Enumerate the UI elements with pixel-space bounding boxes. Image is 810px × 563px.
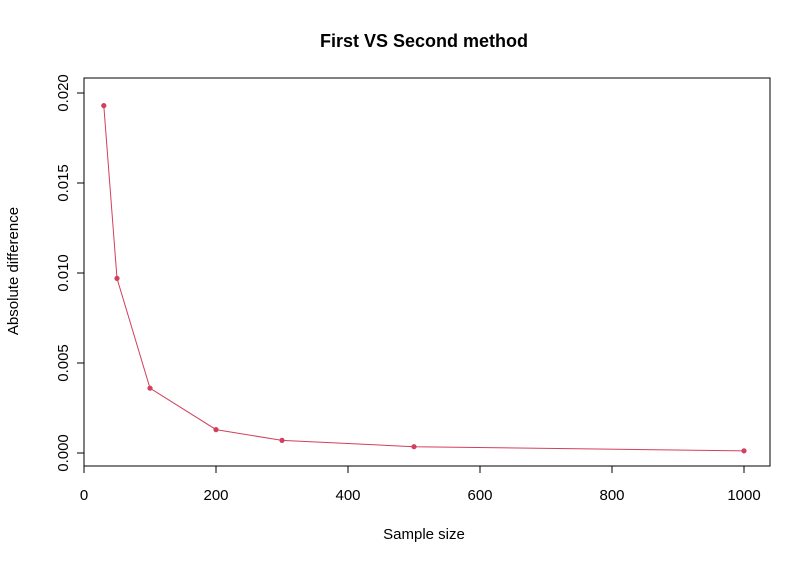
x-tick-label: 0 [80, 487, 88, 504]
y-tick-label: 0.000 [55, 434, 72, 472]
x-axis-label: Sample size [383, 526, 465, 543]
x-tick-label: 200 [203, 487, 228, 504]
y-tick-label: 0.020 [55, 74, 72, 112]
y-axis-label: Absolute difference [5, 207, 22, 335]
x-tick-label: 600 [467, 487, 492, 504]
y-tick-label: 0.005 [55, 344, 72, 382]
y-tick-label: 0.010 [55, 254, 72, 292]
data-point [101, 103, 107, 109]
x-tick-label: 800 [599, 487, 624, 504]
data-point [114, 275, 120, 281]
series-line [103, 105, 745, 452]
plot-frame [83, 77, 771, 467]
y-axis-ticks: 0.000 0.005 0.010 0.015 0.020 [55, 74, 84, 472]
data-point [147, 385, 153, 391]
x-tick-label: 1000 [727, 487, 760, 504]
data-point [279, 437, 285, 443]
data-point [213, 427, 219, 433]
series-layer [101, 103, 747, 454]
data-point [741, 448, 747, 454]
chart-title: First VS Second method [320, 31, 528, 51]
x-tick-label: 400 [335, 487, 360, 504]
x-axis-ticks: 0 200 400 600 800 1000 [80, 466, 761, 504]
data-point [411, 444, 417, 450]
y-tick-label: 0.015 [55, 164, 72, 202]
